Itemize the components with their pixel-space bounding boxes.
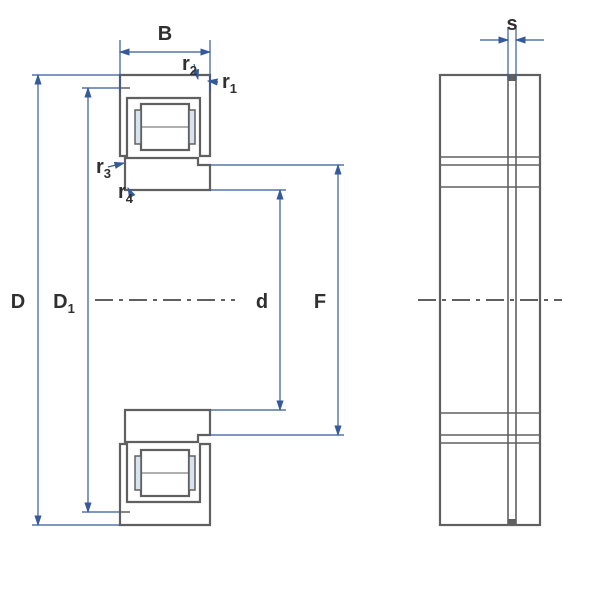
dim-label-d: d [256, 291, 268, 313]
dim-label-B: B [158, 23, 172, 45]
dim-label-s: s [506, 13, 517, 35]
dim-label-D: D [11, 291, 25, 313]
dim-label-F: F [314, 291, 326, 313]
